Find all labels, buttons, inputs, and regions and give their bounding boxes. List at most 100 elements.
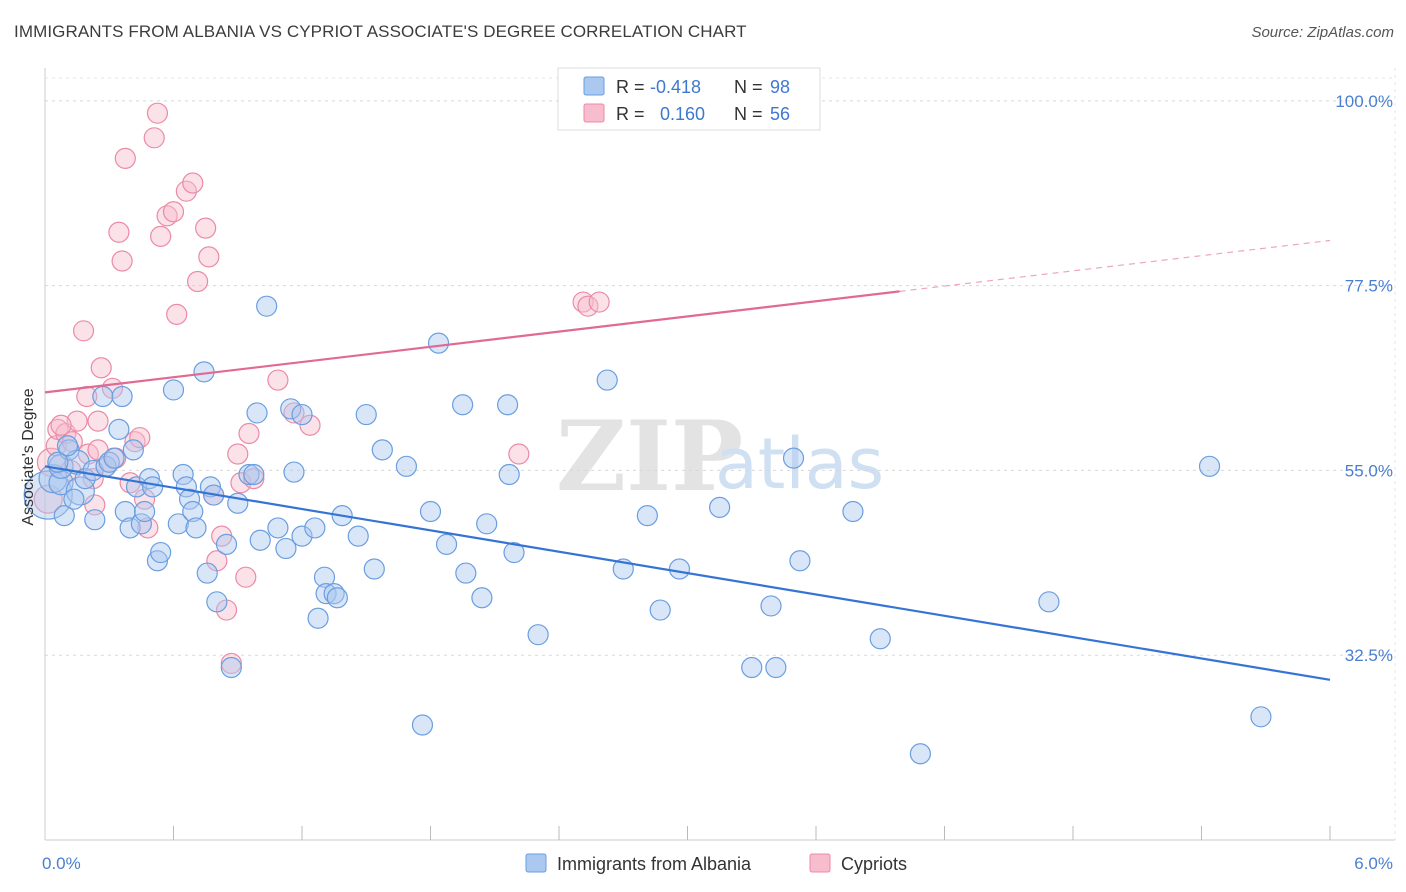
- albania-point-96: [56, 435, 79, 457]
- cypriots-point-46: [267, 369, 289, 391]
- cypriots-point-18: [111, 250, 133, 272]
- albania-point-15: [111, 385, 133, 408]
- series-legend: Immigrants from Albania Cypriots: [525, 853, 907, 874]
- cypriots-point-52: [588, 291, 610, 313]
- albania-point-28: [172, 463, 194, 486]
- albania-point-52: [304, 517, 326, 539]
- albania-point-48: [280, 398, 302, 420]
- albania-point-25: [150, 541, 172, 564]
- y-tick-label-1: 55.0%: [1345, 461, 1393, 480]
- albania-point-71: [476, 513, 498, 535]
- albania-point-73: [498, 463, 520, 486]
- watermark-atlas: atlas: [715, 423, 884, 505]
- cypriots-point-48: [299, 414, 321, 436]
- albania-point-63: [395, 455, 418, 477]
- cypriots-point-33: [186, 270, 209, 293]
- legend-n-value-1: 98: [770, 77, 790, 97]
- albania-point-89: [909, 743, 932, 765]
- albania-point-46: [267, 517, 289, 539]
- albania-point-30: [178, 488, 201, 510]
- cypriots-point-30: [166, 303, 188, 325]
- cypriots-point-43: [235, 566, 257, 588]
- cypriots-point-10: [84, 494, 106, 516]
- legend-r-label-2: R =: [616, 104, 645, 124]
- cypriots-point-35: [198, 246, 220, 268]
- cypriots-trend-extension: [899, 239, 1331, 292]
- legend-pink-swatch: [583, 103, 605, 123]
- x-tick-label-0: 0.0%: [42, 854, 81, 873]
- legend-r-value-2: 0.160: [660, 104, 705, 124]
- bottom-legend-pink-swatch: [809, 853, 831, 873]
- cypriots-point-44: [238, 422, 260, 445]
- albania-point-23: [142, 476, 164, 498]
- albania-point-16: [114, 500, 136, 523]
- albania-point-69: [455, 562, 477, 584]
- albania-point-29: [175, 476, 197, 498]
- albania-point-24: [146, 550, 169, 572]
- watermark-zip: ZIP: [556, 400, 743, 513]
- albania-point-49: [283, 461, 305, 483]
- albania-point-32: [185, 517, 207, 539]
- bottom-legend-blue-swatch: [525, 853, 547, 873]
- cypriots-point-34: [195, 217, 217, 239]
- albania-point-87: [842, 500, 864, 523]
- chart-title: IMMIGRANTS FROM ALBANIA VS CYPRIOT ASSOC…: [14, 22, 747, 41]
- albania-point-92: [1250, 706, 1272, 728]
- cypriots-point-49: [508, 443, 530, 465]
- albania-point-21: [133, 500, 156, 523]
- cypriots-point-17: [108, 221, 130, 243]
- albania-point-51: [291, 403, 313, 426]
- albania-point-78: [636, 504, 658, 527]
- albania-point-64: [411, 714, 434, 736]
- albania-point-59: [347, 525, 369, 547]
- albania-point-54: [313, 566, 336, 588]
- albania-point-9: [84, 509, 106, 531]
- albania-point-76: [596, 369, 618, 391]
- albania-point-55: [315, 583, 337, 605]
- albania-point-53: [307, 607, 329, 629]
- cypriots-points: [33, 102, 610, 675]
- cypriots-point-23: [133, 488, 156, 510]
- albania-point-44: [249, 529, 271, 551]
- albania-trend-line: [44, 465, 1331, 681]
- albania-point-82: [741, 656, 763, 679]
- cypriots-point-28: [156, 205, 178, 227]
- cypriots-point-29: [162, 201, 185, 223]
- albania-point-91: [1198, 455, 1221, 477]
- albania-point-84: [765, 656, 787, 679]
- albania-point-35: [199, 476, 222, 498]
- cypriots-point-42: [230, 472, 252, 494]
- albania-point-47: [275, 537, 297, 560]
- albania-point-61: [363, 558, 385, 580]
- bottom-legend-albania: Immigrants from Albania: [557, 854, 752, 874]
- albania-point-88: [869, 628, 891, 650]
- legend-r-label-1: R =: [616, 77, 645, 97]
- albania-point-38: [215, 533, 238, 555]
- legend-n-value-2: 56: [770, 104, 790, 124]
- cypriots-point-53: [50, 414, 72, 436]
- trend-lines: [44, 239, 1331, 681]
- tick-labels: 32.5% 55.0% 77.5% 100.0% 0.0% 6.0%: [42, 92, 1393, 873]
- albania-point-27: [167, 513, 189, 535]
- albania-point-20: [130, 513, 152, 535]
- albania-point-42: [243, 463, 265, 486]
- albania-point-14: [108, 418, 130, 440]
- albania-point-60: [355, 403, 377, 426]
- cypriots-point-22: [129, 426, 151, 449]
- albania-point-68: [452, 394, 474, 416]
- albania-point-10: [92, 385, 114, 408]
- albania-point-86: [789, 550, 811, 572]
- albania-point-93: [53, 504, 75, 527]
- albania-point-43: [246, 402, 268, 424]
- albania-point-70: [471, 587, 493, 609]
- y-axis-label: Associate's Degree: [20, 388, 37, 525]
- albania-points: [23, 295, 1272, 765]
- source-label: Source: ZipAtlas.com: [1251, 24, 1394, 41]
- albania-point-79: [649, 599, 671, 621]
- albania-point-56: [323, 583, 345, 605]
- albania-point-74: [503, 541, 525, 564]
- x-tick-label-1: 6.0%: [1354, 854, 1393, 873]
- albania-point-72: [497, 394, 519, 416]
- cypriots-point-7: [72, 320, 95, 342]
